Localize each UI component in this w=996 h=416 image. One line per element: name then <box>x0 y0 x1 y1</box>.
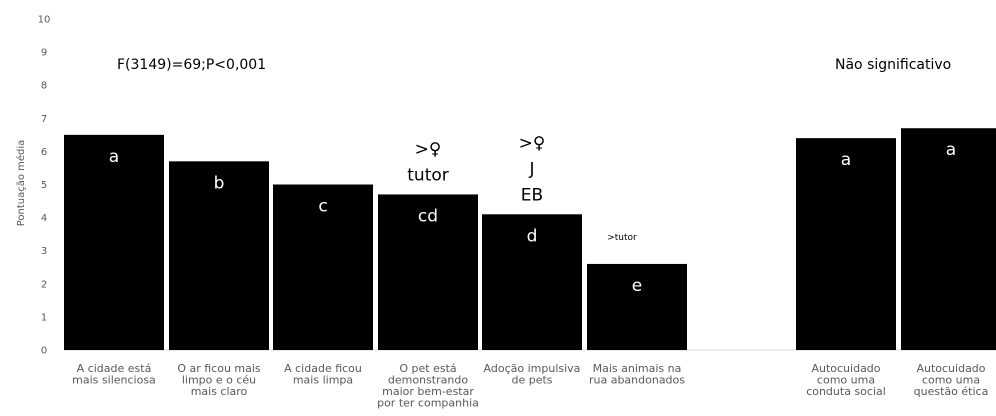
x-tick-label: por ter companhia <box>377 397 479 410</box>
bar <box>273 184 373 350</box>
bar-letter-label: e <box>632 276 642 296</box>
y-tick-label: 10 <box>38 15 51 26</box>
bar <box>169 161 269 350</box>
y-tick-label: 3 <box>41 246 47 257</box>
bar <box>482 214 582 350</box>
x-tick-label: maior bem-estar <box>382 385 474 398</box>
bar <box>378 194 478 350</box>
bar-letter-label: b <box>214 173 225 193</box>
y-tick-label: 1 <box>41 312 47 323</box>
y-tick-label: 4 <box>41 213 47 224</box>
y-axis-label: Pontuação média <box>15 140 27 227</box>
y-tick-label: 5 <box>41 180 47 191</box>
y-tick-label: 9 <box>41 48 47 59</box>
x-tick-label: de pets <box>511 374 552 387</box>
x-tick-label: mais limpa <box>293 374 353 387</box>
y-tick-label: 2 <box>41 279 47 290</box>
bar-annotation: EB <box>521 185 543 205</box>
bar-letter-label: a <box>841 150 851 170</box>
x-tick-label: como uma <box>922 374 980 387</box>
bar-annotation: J <box>528 159 534 179</box>
bar-annotation-small: >tutor <box>607 233 637 243</box>
bar-letter-label: cd <box>418 206 438 226</box>
x-tick-label: rua abandonados <box>589 374 685 387</box>
stat-label-left: F(3149)=69;P<0,001 <box>117 57 266 73</box>
x-tick-label: O pet está <box>399 362 456 375</box>
y-axis: 0 1 2 3 4 5 6 7 8 9 10 <box>38 15 51 357</box>
x-tick-label: mais claro <box>191 385 248 398</box>
x-tick-label: como uma <box>817 374 875 387</box>
x-tick-label: limpo e o céu <box>182 374 256 387</box>
bar-letter-label: a <box>109 147 119 167</box>
x-tick-label: Adoção impulsiva <box>484 362 581 375</box>
stat-label-right: Não significativo <box>835 57 951 73</box>
bar <box>587 263 687 350</box>
bar <box>64 134 164 350</box>
x-tick-label: A cidade ficou <box>284 362 362 375</box>
bar-letter-label: d <box>527 226 538 246</box>
bar-letter-label: a <box>946 140 956 160</box>
y-tick-label: 0 <box>41 346 47 357</box>
bar-annotation: >♀ <box>519 133 546 153</box>
x-tick-label: questão ética <box>914 385 989 398</box>
x-tick-label: O ar ficou mais <box>177 362 261 375</box>
x-tick-label: Autocuidado <box>916 362 985 375</box>
y-tick-label: 6 <box>41 147 47 158</box>
x-tick-label: A cidade está <box>77 362 152 375</box>
x-tick-label: mais silenciosa <box>72 374 156 387</box>
x-tick-label: Autocuidado <box>811 362 880 375</box>
y-tick-label: 8 <box>41 81 47 92</box>
bar-letter-label: c <box>318 197 327 217</box>
bar-annotation: tutor <box>407 165 449 185</box>
bar-annotation: >♀ <box>415 139 442 159</box>
x-tick-label: Mais animais na <box>593 362 682 375</box>
bar <box>901 128 996 350</box>
x-tick-label: demonstrando <box>388 374 468 387</box>
bar <box>796 138 896 350</box>
y-tick-label: 7 <box>41 114 47 125</box>
x-tick-label: conduta social <box>806 385 886 398</box>
